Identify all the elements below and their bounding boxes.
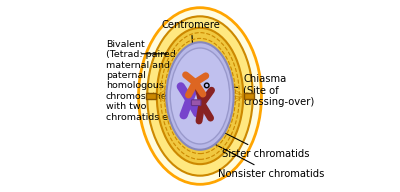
Ellipse shape — [166, 42, 234, 150]
Ellipse shape — [170, 48, 230, 144]
Text: Centromere: Centromere — [162, 20, 221, 101]
Ellipse shape — [138, 8, 262, 184]
Text: Nonsister chromatids: Nonsister chromatids — [199, 136, 325, 179]
FancyBboxPatch shape — [244, 93, 254, 99]
Text: Bivalent
(Tetrad: paired
maternal and
paternal
homologous
chromosomes
with two
c: Bivalent (Tetrad: paired maternal and pa… — [106, 40, 189, 122]
Text: Sister chromatids: Sister chromatids — [204, 122, 310, 159]
FancyBboxPatch shape — [191, 100, 201, 106]
Ellipse shape — [147, 16, 253, 176]
Ellipse shape — [157, 28, 243, 164]
FancyBboxPatch shape — [146, 93, 156, 99]
Text: Chiasma
(Site of
crossing-over): Chiasma (Site of crossing-over) — [212, 74, 314, 107]
